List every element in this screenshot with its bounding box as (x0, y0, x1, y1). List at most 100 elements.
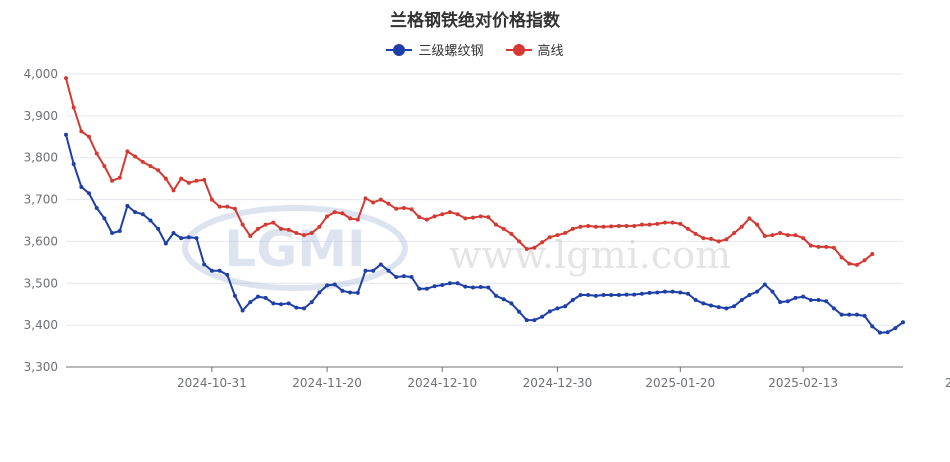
data-point[interactable] (409, 275, 414, 280)
data-point[interactable] (624, 292, 629, 297)
data-point[interactable] (616, 293, 621, 298)
data-point[interactable] (133, 154, 138, 159)
data-point[interactable] (110, 231, 115, 236)
data-point[interactable] (593, 224, 598, 229)
data-point[interactable] (862, 258, 867, 263)
data-point[interactable] (778, 300, 783, 305)
data-point[interactable] (762, 282, 767, 287)
data-point[interactable] (847, 312, 852, 317)
data-point[interactable] (747, 216, 752, 221)
data-point[interactable] (394, 275, 399, 280)
data-point[interactable] (678, 221, 683, 226)
data-point[interactable] (593, 293, 598, 298)
data-point[interactable] (140, 212, 145, 217)
data-point[interactable] (816, 298, 821, 303)
data-point[interactable] (202, 177, 207, 182)
data-point[interactable] (64, 76, 68, 81)
data-point[interactable] (309, 231, 314, 236)
data-point[interactable] (693, 298, 698, 303)
data-point[interactable] (202, 262, 207, 267)
data-point[interactable] (662, 289, 667, 294)
data-point[interactable] (709, 236, 714, 241)
data-point[interactable] (632, 292, 637, 297)
data-point[interactable] (478, 285, 483, 290)
data-point[interactable] (678, 290, 683, 295)
data-point[interactable] (639, 291, 644, 296)
data-point[interactable] (179, 176, 184, 181)
data-point[interactable] (670, 289, 675, 294)
data-point[interactable] (110, 178, 115, 183)
data-point[interactable] (148, 164, 153, 169)
data-point[interactable] (378, 197, 383, 202)
data-point[interactable] (263, 222, 268, 227)
data-point[interactable] (854, 312, 859, 317)
data-point[interactable] (716, 305, 721, 310)
data-point[interactable] (79, 129, 84, 134)
data-point[interactable] (64, 132, 68, 137)
data-point[interactable] (432, 284, 437, 289)
data-point[interactable] (240, 222, 245, 227)
data-point[interactable] (785, 233, 790, 238)
data-point[interactable] (655, 290, 660, 295)
data-point[interactable] (302, 233, 307, 238)
data-point[interactable] (486, 285, 491, 290)
data-point[interactable] (317, 224, 322, 229)
data-point[interactable] (885, 330, 890, 335)
data-point[interactable] (394, 206, 399, 211)
legend-item-rebar[interactable]: 三级螺纹钢 (386, 40, 484, 59)
data-point[interactable] (232, 293, 237, 298)
data-point[interactable] (102, 164, 107, 169)
data-point[interactable] (209, 197, 214, 202)
data-point[interactable] (148, 218, 153, 223)
data-point[interactable] (586, 223, 591, 228)
data-point[interactable] (685, 226, 690, 231)
data-point[interactable] (563, 231, 568, 236)
data-point[interactable] (586, 293, 591, 298)
data-point[interactable] (670, 220, 675, 225)
data-point[interactable] (540, 240, 545, 245)
data-point[interactable] (739, 224, 744, 229)
data-point[interactable] (831, 245, 836, 250)
data-point[interactable] (770, 233, 775, 238)
data-point[interactable] (255, 226, 260, 231)
data-point[interactable] (893, 326, 898, 331)
data-point[interactable] (371, 200, 376, 205)
data-point[interactable] (171, 188, 176, 193)
data-point[interactable] (801, 294, 806, 299)
data-point[interactable] (601, 293, 606, 298)
data-point[interactable] (839, 255, 844, 260)
data-point[interactable] (348, 290, 353, 295)
data-point[interactable] (601, 224, 606, 229)
data-point[interactable] (279, 302, 284, 307)
data-point[interactable] (824, 299, 829, 304)
data-point[interactable] (386, 268, 391, 273)
data-point[interactable] (701, 301, 706, 306)
data-point[interactable] (555, 233, 560, 238)
data-point[interactable] (94, 205, 99, 210)
data-point[interactable] (555, 306, 560, 311)
data-point[interactable] (417, 215, 422, 220)
data-point[interactable] (870, 251, 875, 256)
data-point[interactable] (463, 216, 468, 221)
data-point[interactable] (524, 246, 529, 251)
data-point[interactable] (125, 203, 130, 208)
data-point[interactable] (747, 293, 752, 298)
data-point[interactable] (655, 221, 660, 226)
data-point[interactable] (309, 300, 314, 305)
data-point[interactable] (755, 289, 760, 294)
data-point[interactable] (102, 216, 107, 221)
data-point[interactable] (639, 222, 644, 227)
data-point[interactable] (79, 185, 84, 190)
data-point[interactable] (762, 233, 767, 238)
data-point[interactable] (732, 231, 737, 236)
data-point[interactable] (755, 222, 760, 227)
data-point[interactable] (701, 236, 706, 241)
data-point[interactable] (501, 226, 506, 231)
data-point[interactable] (862, 313, 867, 318)
data-point[interactable] (156, 168, 161, 173)
data-point[interactable] (232, 206, 237, 211)
data-point[interactable] (662, 220, 667, 225)
legend-item-wire[interactable]: 高线 (505, 40, 564, 59)
data-point[interactable] (163, 241, 168, 246)
data-point[interactable] (279, 226, 284, 231)
